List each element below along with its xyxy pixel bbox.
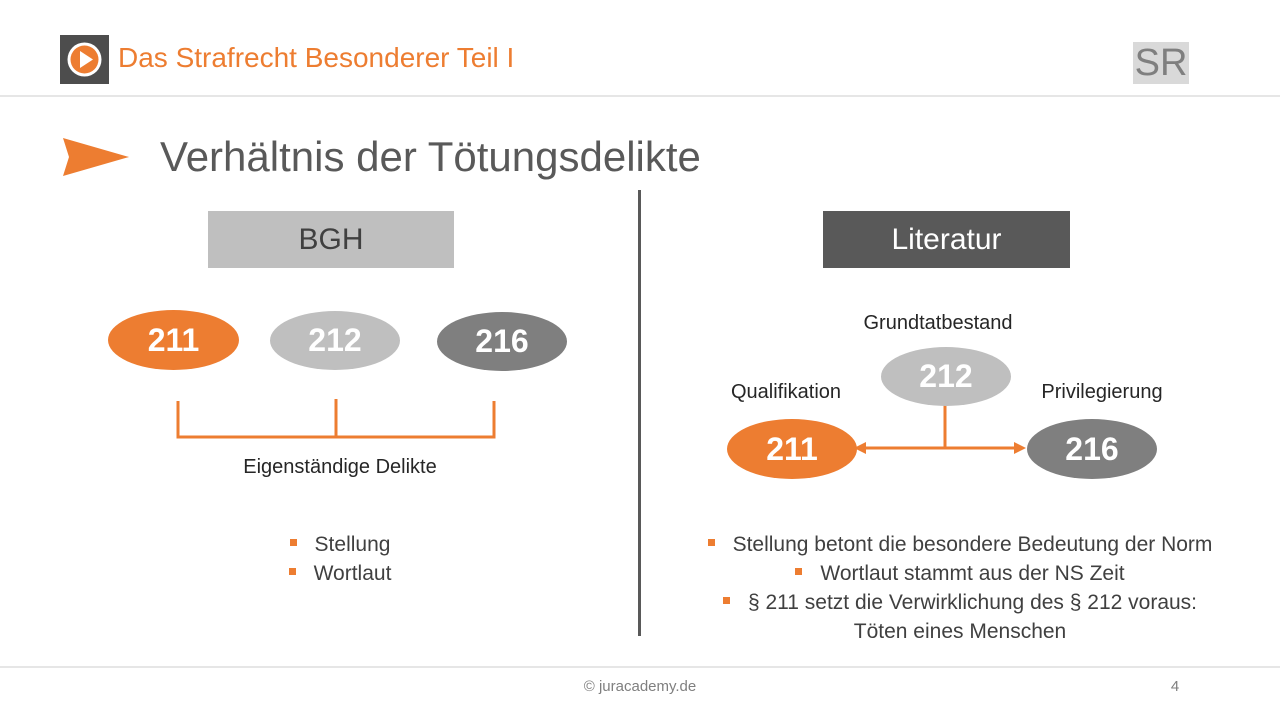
bullet-icon xyxy=(722,596,730,604)
bgh-node-211: 211 xyxy=(108,310,239,370)
column-divider xyxy=(638,190,641,636)
literatur-node-212: 212 xyxy=(881,347,1011,406)
bullet-icon xyxy=(288,567,296,575)
bgh-node-216: 216 xyxy=(437,312,567,371)
page-number: 4 xyxy=(1170,678,1180,695)
literatur-node-211: 211 xyxy=(727,419,857,479)
play-icon xyxy=(67,42,102,77)
bgh-node-212: 212 xyxy=(270,311,400,370)
grundtatbestand-label: Grundtatbestand xyxy=(863,312,1013,334)
list-item: § 211 setzt die Verwirklichung des § 212… xyxy=(660,588,1260,617)
list-item: Wortlaut xyxy=(190,559,490,588)
footer-divider xyxy=(0,666,1280,668)
course-title: Das Strafrecht Besonderer Teil I xyxy=(118,42,515,73)
copyright-text: © juracademy.de xyxy=(583,678,697,695)
list-item-continuation: Töten eines Menschen xyxy=(853,620,1067,643)
bullet-icon xyxy=(795,567,803,575)
bgh-heading: BGH xyxy=(208,211,454,268)
literatur-node-216: 216 xyxy=(1027,419,1157,479)
literatur-bullet-list: Stellung betont die besondere Bedeutung … xyxy=(660,530,1260,646)
list-item: Stellung xyxy=(190,530,490,559)
subject-badge: SR xyxy=(1133,42,1189,84)
bgh-bracket-label: Eigenständige Delikte xyxy=(243,456,437,478)
bgh-bracket xyxy=(176,399,496,439)
bgh-bullet-list: Stellung Wortlaut xyxy=(190,530,490,588)
list-item: Stellung betont die besondere Bedeutung … xyxy=(660,530,1260,559)
header-divider xyxy=(0,95,1280,97)
list-item: Wortlaut stammt aus der NS Zeit xyxy=(660,559,1260,588)
privilegierung-label: Privilegierung xyxy=(1041,381,1163,403)
slide-title: Verhältnis der Tötungsdelikte xyxy=(160,133,701,180)
literatur-heading: Literatur xyxy=(823,211,1070,268)
play-logo xyxy=(60,35,109,84)
literatur-connector xyxy=(854,405,1026,454)
qualifikation-label: Qualifikation xyxy=(730,381,842,403)
bullet-icon xyxy=(289,538,297,546)
title-arrow-icon xyxy=(63,138,129,176)
bullet-icon xyxy=(707,538,715,546)
